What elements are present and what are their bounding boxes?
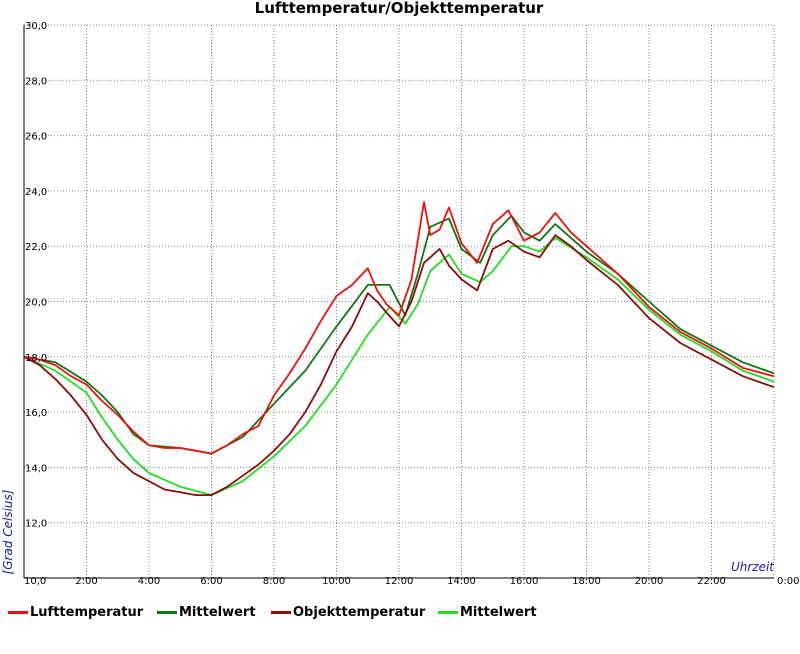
series-line-0 bbox=[23, 201, 775, 455]
legend-item: Mittelwert bbox=[157, 605, 256, 620]
series-lines bbox=[23, 201, 775, 497]
x-tick-label: 10:00 bbox=[322, 576, 351, 587]
chart-title: Lufttemperatur/Objekttemperatur bbox=[255, 0, 544, 17]
x-tick-label: 16:00 bbox=[510, 576, 539, 587]
y-tick-label: 18,0 bbox=[25, 353, 47, 364]
series-line-3 bbox=[23, 236, 775, 497]
legend-label: Lufttemperatur bbox=[30, 605, 144, 620]
axes: 12,0 14,0 16,0 18,0 20,0 22,0 24,0 26,0 28,0 30,0… bbox=[23, 21, 799, 587]
y-tick-label: 26,0 bbox=[25, 132, 47, 143]
y-tick-label: 28,0 bbox=[25, 76, 47, 87]
x-axis-title: Uhrzeit bbox=[731, 560, 775, 574]
legend-label: Mittelwert bbox=[179, 605, 256, 620]
y-tick-label: 24,0 bbox=[25, 187, 47, 198]
series-line-2 bbox=[23, 234, 775, 497]
x-tick-label: 4:00 bbox=[138, 576, 160, 587]
y-tick-label: 12,0 bbox=[25, 519, 47, 530]
x-tick-label: 8:00 bbox=[263, 576, 285, 587]
legend: Lufttemperatur Mittelwert Objekttemperatur… bbox=[0, 605, 800, 629]
legend-label: Objekttemperatur bbox=[293, 605, 426, 620]
legend-swatch bbox=[157, 611, 177, 614]
x-tick-label: 12:00 bbox=[385, 576, 414, 587]
y-tick-label: 16,0 bbox=[25, 408, 47, 419]
x-tick-label: 2:00 bbox=[75, 576, 97, 587]
legend-swatch bbox=[271, 611, 291, 614]
y-tick-label: 22,0 bbox=[25, 242, 47, 253]
series-line-1 bbox=[23, 214, 775, 455]
x-tick-label: 20:00 bbox=[635, 576, 664, 587]
legend-label: Mittelwert bbox=[460, 605, 537, 620]
y-tick-label: 30,0 bbox=[25, 21, 47, 32]
x-tick-label: 18:00 bbox=[572, 576, 601, 587]
x-tick-label: 0:00 bbox=[777, 576, 799, 587]
legend-item: Mittelwert bbox=[438, 605, 537, 620]
legend-item: Lufttemperatur bbox=[8, 605, 143, 620]
legend-item: Objekttemperatur bbox=[271, 605, 425, 620]
legend-swatch bbox=[438, 611, 458, 614]
y-tick-label: 20,0 bbox=[25, 298, 47, 309]
y-tick-label: 14,0 bbox=[25, 463, 47, 474]
x-tick-label: 14:00 bbox=[447, 576, 476, 587]
y-axis-title: [Grad Celsius] bbox=[1, 489, 15, 574]
x-tick-label: 6:00 bbox=[200, 576, 222, 587]
x-tick-label: 22:00 bbox=[697, 576, 726, 587]
legend-swatch bbox=[8, 611, 28, 614]
x-tick-label: 10,0 bbox=[24, 576, 46, 587]
